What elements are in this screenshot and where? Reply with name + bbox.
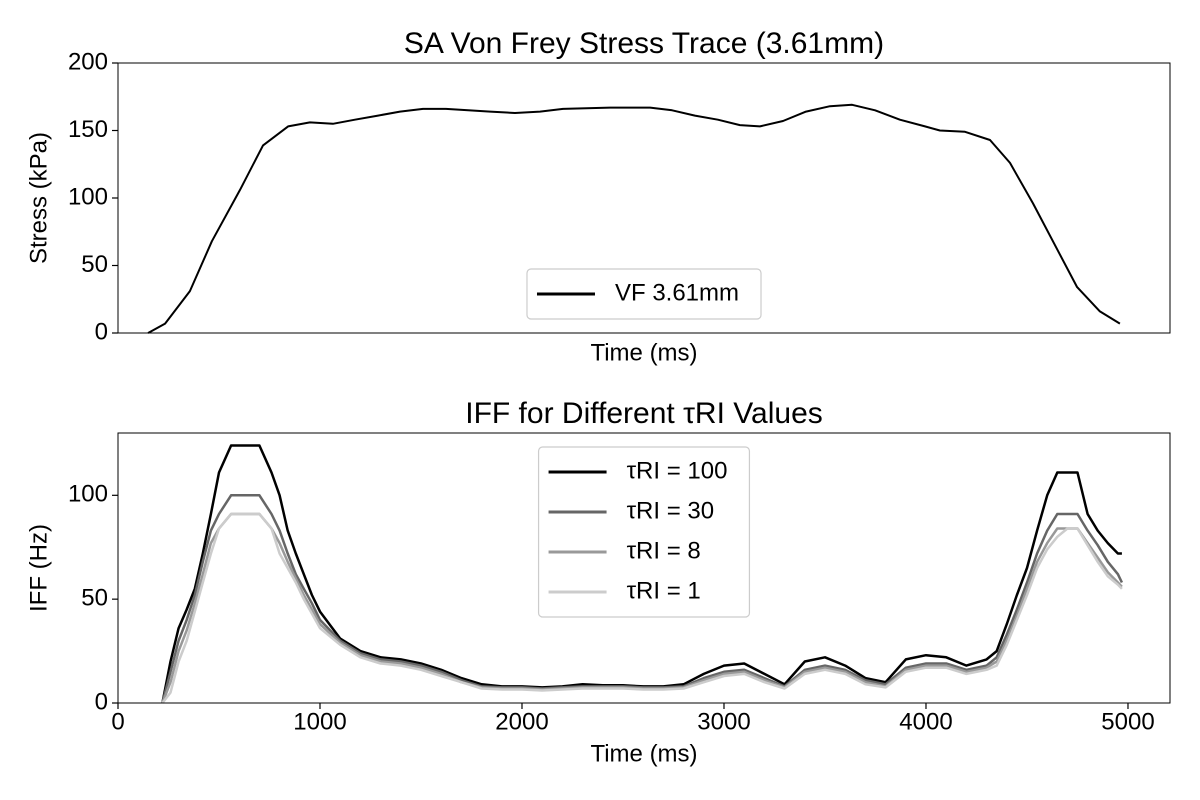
x-tick-label: 3000 — [697, 708, 750, 735]
y-tick-label: 0 — [95, 318, 108, 345]
plot-frame — [117, 432, 1171, 704]
plot-frame — [117, 62, 1171, 334]
x-tick-label: 0 — [111, 708, 124, 735]
x-axis-label: Time (ms) — [590, 339, 697, 366]
y-tick-label: 200 — [68, 48, 108, 75]
legend-label: VF 3.61mm — [615, 279, 739, 306]
x-tick-label: 2000 — [495, 708, 548, 735]
legend-label: τRI = 8 — [627, 537, 701, 564]
y-tick-label: 0 — [95, 688, 108, 715]
chart-title: IFF for Different τRI Values — [465, 397, 823, 430]
legend-box — [526, 268, 762, 320]
legend: τRI = 100 τRI = 30 τRI = 8 τRI = 1 — [537, 446, 751, 618]
x-tick-label: 4000 — [899, 708, 952, 735]
y-tick-label: 150 — [68, 116, 108, 143]
x-tick-label: 1000 — [293, 708, 346, 735]
y-tick-label: 100 — [68, 481, 108, 508]
data-line — [147, 103, 1121, 334]
x-axis-label: Time (ms) — [590, 740, 697, 767]
data-line — [161, 512, 1123, 704]
legend: VF 3.61mm — [526, 268, 762, 320]
legend-label: τRI = 100 — [627, 457, 728, 484]
legend-box — [537, 446, 751, 618]
y-axis-label: IFF (Hz) — [25, 524, 52, 612]
chart-title: SA Von Frey Stress Trace (3.61mm) — [404, 27, 884, 60]
legend-label: τRI = 1 — [627, 577, 701, 604]
x-tick-label: 5000 — [1101, 708, 1154, 735]
y-tick-label: 50 — [81, 584, 108, 611]
y-tick-label: 50 — [81, 251, 108, 278]
y-axis-label: Stress (kPa) — [25, 132, 52, 264]
legend-label: τRI = 30 — [627, 497, 715, 524]
y-tick-label: 100 — [68, 183, 108, 210]
